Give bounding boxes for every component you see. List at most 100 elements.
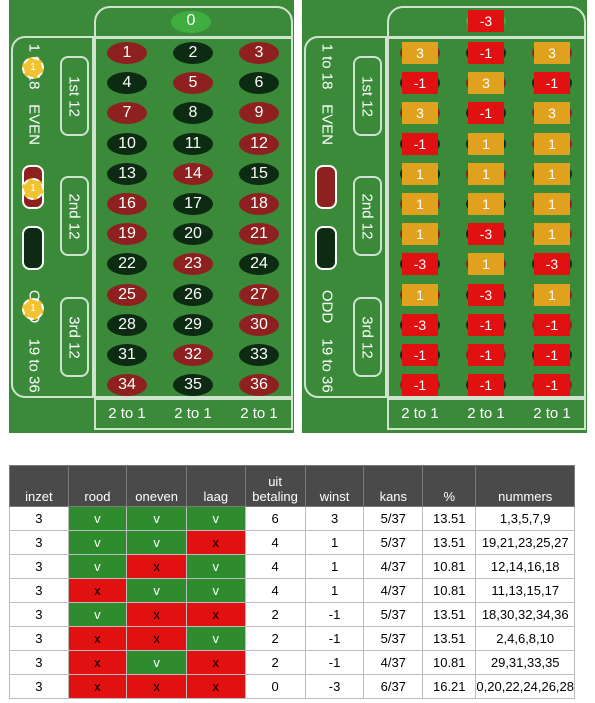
- number-pocket[interactable]: [239, 193, 279, 215]
- number-pocket[interactable]: [173, 193, 213, 215]
- table-cell: 0: [244, 674, 306, 699]
- number-pocket[interactable]: [107, 162, 147, 185]
- zero-cell[interactable]: [387, 6, 586, 39]
- table-cell: x: [186, 602, 246, 627]
- number-pocket[interactable]: [173, 283, 213, 306]
- number-label: 13: [118, 164, 136, 182]
- table-row: 3 x v x 2 -1 4/37 10.81 29,31,33,35: [9, 650, 575, 675]
- number-pocket[interactable]: [239, 162, 279, 185]
- bet-even[interactable]: EVEN: [25, 104, 43, 145]
- table-cell: 10.81: [422, 650, 477, 675]
- dozen-2-box[interactable]: [60, 176, 89, 256]
- table-row: 3 x v v 4 1 4/37 10.81 11,13,15,17: [9, 578, 575, 603]
- table-cell: 3: [9, 578, 69, 603]
- dozen-1-box[interactable]: [353, 56, 382, 136]
- number-pocket[interactable]: [107, 313, 147, 336]
- number-pocket[interactable]: [173, 102, 213, 125]
- number-pocket[interactable]: [239, 72, 279, 95]
- number-pocket[interactable]: [173, 313, 213, 336]
- bet-black[interactable]: [22, 226, 44, 270]
- result-value: 1: [534, 223, 570, 246]
- number-label: 24: [250, 255, 268, 273]
- table-cell: v: [67, 530, 128, 555]
- table-cell: -1: [304, 626, 365, 651]
- bet-black[interactable]: [315, 226, 337, 270]
- chip-odd[interactable]: 1: [22, 298, 44, 320]
- bet-outcomes-table: inzet rood oneven laag uit betaling wins…: [9, 465, 575, 699]
- table-cell: 4: [244, 554, 306, 579]
- header-inzet: inzet: [9, 465, 69, 507]
- table-cell: 13.51: [422, 530, 477, 555]
- bet-1-to-18[interactable]: 1 to 18: [318, 43, 336, 90]
- number-pocket[interactable]: [107, 283, 147, 306]
- result-value: -1: [534, 344, 570, 366]
- result-value: -3: [534, 253, 570, 276]
- chip-red[interactable]: 1: [22, 178, 44, 200]
- number-pocket[interactable]: [107, 42, 147, 64]
- number-pocket[interactable]: [239, 223, 279, 246]
- result-value: -3: [468, 283, 504, 306]
- dozen-2-box[interactable]: [353, 176, 382, 256]
- dozen-3-box[interactable]: [60, 297, 89, 377]
- number-label: 22: [118, 255, 136, 273]
- number-pocket[interactable]: [107, 72, 147, 95]
- bet-19-to-36[interactable]: 19 to 36: [318, 338, 336, 393]
- number-pocket[interactable]: [173, 72, 213, 95]
- column-1-bet[interactable]: 2 to 1: [108, 405, 146, 422]
- number-pocket[interactable]: [239, 132, 279, 155]
- number-pocket[interactable]: [173, 132, 213, 155]
- table-cell: 16.21: [422, 674, 477, 699]
- number-pocket[interactable]: [239, 253, 279, 276]
- table-cell: x: [186, 530, 246, 555]
- number-pocket[interactable]: [239, 374, 279, 397]
- number-pocket[interactable]: [107, 223, 147, 246]
- roulette-board-right: -3 3 -1 3 -1 3 -1 3 -1 3 -1 1 1 1 1 1 1 1 1 1 -3 1 -3 1 -3 1 -3 1 -…: [302, 0, 587, 433]
- number-pocket[interactable]: [173, 42, 213, 64]
- bet-even[interactable]: EVEN: [318, 104, 336, 145]
- column-3-bet[interactable]: 2 to 1: [240, 405, 278, 422]
- column-2-bet[interactable]: 2 to 1: [467, 405, 505, 422]
- table-cell: v: [67, 602, 128, 627]
- zero-cell[interactable]: [94, 6, 293, 39]
- bet-19-to-36[interactable]: 19 to 36: [25, 338, 43, 393]
- result-value: 1: [534, 193, 570, 215]
- number-pocket[interactable]: [173, 162, 213, 185]
- number-pocket[interactable]: [173, 374, 213, 397]
- dozen-3-box[interactable]: [353, 297, 382, 377]
- table-cell: 6: [244, 506, 306, 531]
- column-1-bet[interactable]: 2 to 1: [401, 405, 439, 422]
- table-cell: x: [186, 650, 246, 675]
- table-cell: 10.81: [422, 554, 477, 579]
- number-pocket[interactable]: [239, 344, 279, 366]
- number-pocket[interactable]: [173, 223, 213, 246]
- number-pocket[interactable]: [239, 313, 279, 336]
- number-pocket[interactable]: [107, 344, 147, 366]
- bet-odd[interactable]: ODD: [318, 289, 336, 324]
- table-cell: 4/37: [363, 578, 424, 603]
- number-pocket[interactable]: [173, 344, 213, 366]
- bet-red[interactable]: [315, 165, 337, 209]
- number-pocket[interactable]: [107, 132, 147, 155]
- result-value: -1: [468, 344, 504, 366]
- chip-1-to-18[interactable]: 1: [22, 57, 44, 79]
- table-row: 3 v x v 4 1 4/37 10.81 12,14,16,18: [9, 554, 575, 579]
- number-pocket[interactable]: [239, 102, 279, 125]
- number-label: 10: [118, 134, 136, 152]
- dozen-1-label: 1st 12: [65, 76, 83, 117]
- number-pocket[interactable]: [107, 253, 147, 276]
- number-pocket[interactable]: [107, 374, 147, 397]
- number-label: 25: [118, 285, 136, 303]
- number-pocket[interactable]: [173, 253, 213, 276]
- number-pocket[interactable]: [239, 283, 279, 306]
- result-value: 1: [402, 193, 438, 215]
- column-2-bet[interactable]: 2 to 1: [174, 405, 212, 422]
- column-3-bet[interactable]: 2 to 1: [533, 405, 571, 422]
- dozen-1-box[interactable]: [60, 56, 89, 136]
- table-cell: 10.81: [422, 578, 477, 603]
- number-pocket[interactable]: [239, 42, 279, 64]
- number-label: 9: [254, 104, 264, 122]
- number-pocket[interactable]: [107, 193, 147, 215]
- result-value: -3: [402, 253, 438, 276]
- number-pocket[interactable]: [107, 102, 147, 125]
- number-label: 18: [250, 195, 268, 212]
